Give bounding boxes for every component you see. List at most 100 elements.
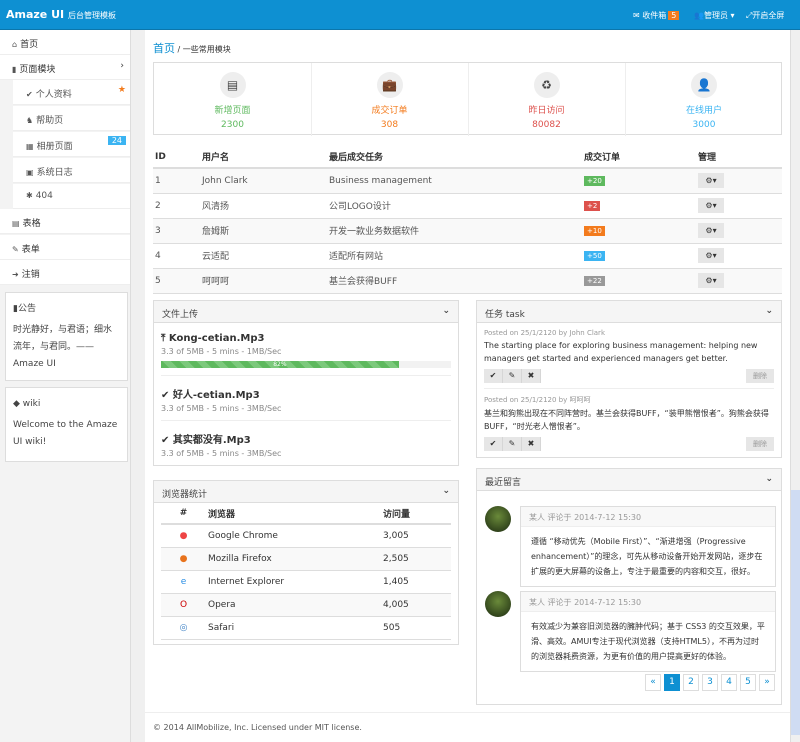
breadcrumb-separator: / bbox=[177, 45, 181, 54]
comment-author[interactable]: 某人 bbox=[529, 513, 545, 522]
envelope-icon: ✉ bbox=[633, 11, 640, 20]
table-row[interactable]: 3 詹姆斯 开发一款业务数据软件 +10 ⚙▾ bbox=[153, 218, 782, 243]
breadcrumb-home[interactable]: 首页 bbox=[153, 42, 175, 55]
delete-button[interactable]: 删除 bbox=[746, 437, 774, 451]
browser-header-row: # 浏览器 访问量 bbox=[161, 503, 451, 525]
page-prev[interactable]: « bbox=[645, 674, 661, 691]
column-header: ID bbox=[153, 146, 200, 169]
sidebar-scrollbar[interactable] bbox=[130, 30, 145, 742]
check-button[interactable]: ✔ bbox=[484, 437, 503, 451]
chevron-down-icon[interactable]: ⌄ bbox=[765, 306, 773, 316]
cell-badge: +20 bbox=[582, 168, 696, 193]
table-row[interactable]: 5 呵呵呵 基兰会获得BUFF +22 ⚙▾ bbox=[153, 268, 782, 293]
page-3[interactable]: 3 bbox=[702, 674, 718, 691]
recycle-icon: ♻ bbox=[533, 72, 560, 98]
close-button[interactable]: ✖ bbox=[522, 369, 541, 383]
gear-dropdown-button[interactable]: ⚙▾ bbox=[698, 198, 724, 213]
gear-dropdown-button[interactable]: ⚙▾ bbox=[698, 173, 724, 189]
progress-label: 82% bbox=[273, 361, 287, 368]
stat-value: 80082 bbox=[532, 120, 561, 130]
scrollbar-thumb[interactable] bbox=[791, 490, 800, 735]
sidebar-item-table[interactable]: ▤ 表格 bbox=[0, 209, 130, 234]
sidebar-item-label: 表单 bbox=[21, 245, 40, 255]
cell-id: 1 bbox=[155, 175, 161, 186]
table-row[interactable]: 1 John Clark Business management +20 ⚙▾ bbox=[153, 168, 782, 193]
cell-badge: +50 bbox=[582, 243, 696, 268]
sidebar-item-pages[interactable]: ▮ 页面模块 › bbox=[0, 55, 130, 80]
table-row[interactable]: ● Google Chrome 3,005 bbox=[161, 524, 451, 547]
close-button[interactable]: ✖ bbox=[522, 437, 541, 451]
page-2[interactable]: 2 bbox=[683, 674, 699, 691]
chevron-down-icon[interactable]: ⌄ bbox=[442, 486, 450, 496]
avatar[interactable] bbox=[485, 591, 511, 617]
chevron-right-icon: › bbox=[120, 61, 124, 71]
task-panel: 任务 task ⌄ Posted on 25/1/2120 by John Cla… bbox=[476, 300, 782, 458]
chevron-down-icon[interactable]: ⌄ bbox=[442, 306, 450, 316]
gear-dropdown-button[interactable]: ⚙▾ bbox=[698, 248, 724, 263]
upload-item: ✔ 好人-cetian.Mp3 3.3 of 5MB - 5 mins - 3MB… bbox=[161, 376, 451, 421]
table-row[interactable]: ◎ Safari 505 bbox=[161, 616, 451, 639]
edit-button[interactable]: ✎ bbox=[503, 369, 522, 383]
sidebar-item-404[interactable]: ✱ 404 bbox=[13, 184, 130, 209]
stat-3: 👤 在线用户 3000 bbox=[625, 63, 783, 136]
table-icon: ▤ bbox=[12, 219, 20, 228]
cell-badge: +10 bbox=[582, 218, 696, 243]
inbox-link[interactable]: ✉ 收件箱 5 bbox=[633, 10, 680, 21]
file-text-icon: ▤ bbox=[219, 72, 246, 98]
page-1[interactable]: 1 bbox=[664, 674, 680, 691]
main-scrollbar[interactable] bbox=[790, 30, 800, 742]
comment-author[interactable]: 某人 bbox=[529, 598, 545, 607]
brand-logo[interactable]: Amaze UI 后台管理模板 bbox=[6, 8, 116, 21]
stat-value: 2300 bbox=[221, 120, 244, 130]
stat-value: 3000 bbox=[692, 120, 716, 130]
sidebar-item-label: 相册页面 bbox=[36, 142, 73, 152]
edit-button[interactable]: ✎ bbox=[503, 437, 522, 451]
table-row[interactable]: 2 风清扬 公司LOGO设计 +2 ⚙▾ bbox=[153, 193, 782, 218]
file-name-text: Kong-cetian.Mp3 bbox=[168, 333, 265, 344]
brand-subtitle: 后台管理模板 bbox=[67, 11, 116, 20]
safari-icon: ◎ bbox=[179, 622, 188, 633]
stat-1: 💼 成交订单 308 bbox=[311, 63, 469, 136]
task-panel-header[interactable]: 任务 task ⌄ bbox=[477, 301, 781, 323]
notice-title-text: 公告 bbox=[17, 304, 36, 314]
admin-menu[interactable]: 👥管理员 ▾ bbox=[694, 10, 735, 21]
inbox-badge: 5 bbox=[668, 11, 680, 20]
stat-label: 成交订单 bbox=[371, 106, 408, 116]
sidebar-item-log[interactable]: ▣ 系统日志 bbox=[13, 158, 130, 183]
sidebar-item-gallery[interactable]: ▦ 相册页面 24 bbox=[13, 132, 130, 157]
gear-dropdown-button[interactable]: ⚙▾ bbox=[698, 273, 724, 288]
sidebar-item-home[interactable]: ⌂ 首页 bbox=[0, 30, 130, 55]
fullscreen-button[interactable]: ⤢开启全屏 bbox=[746, 10, 784, 21]
table-row[interactable]: e Internet Explorer 1,405 bbox=[161, 570, 451, 593]
progress-bar: 82% bbox=[161, 361, 451, 368]
comments-panel-header[interactable]: 最近留言 ⌄ bbox=[477, 469, 781, 491]
sidebar-item-profile[interactable]: ✔ 个人资料 ★ bbox=[13, 80, 130, 105]
browser-visits: 1,405 bbox=[383, 576, 409, 587]
avatar[interactable] bbox=[485, 506, 511, 532]
sidebar-item-help[interactable]: ♞ 帮助页 bbox=[13, 106, 130, 131]
gear-dropdown-button[interactable]: ⚙▾ bbox=[698, 223, 724, 238]
table-row[interactable]: O Opera 4,005 bbox=[161, 593, 451, 616]
stat-label: 在线用户 bbox=[685, 106, 722, 116]
browser-name: Internet Explorer bbox=[208, 576, 285, 587]
sidebar-item-form[interactable]: ✎ 表单 bbox=[0, 235, 130, 260]
browser-panel-header[interactable]: 浏览器统计 ⌄ bbox=[154, 481, 458, 503]
cell-task: 基兰会获得BUFF bbox=[329, 277, 398, 287]
chevron-down-icon[interactable]: ⌄ bbox=[765, 474, 773, 484]
upload-panel-header[interactable]: 文件上传 ⌄ bbox=[154, 301, 458, 323]
check-button[interactable]: ✔ bbox=[484, 369, 503, 383]
stats-panel: ▤ 新增页面 2300 💼 成交订单 308 ♻ 昨日访问 80082 👤 在线用户 3000 bbox=[153, 62, 783, 136]
task-text: 基兰和狗熊出现在不同阵营时。基兰会获得BUFF，“装甲熊憎恨者”。狗熊会获得BU… bbox=[484, 409, 769, 431]
page-4[interactable]: 4 bbox=[721, 674, 737, 691]
firefox-icon: ● bbox=[179, 553, 188, 564]
table-row[interactable]: 4 云适配 适配所有网站 +50 ⚙▾ bbox=[153, 243, 782, 268]
page-5[interactable]: 5 bbox=[740, 674, 756, 691]
sidebar-item-logout[interactable]: ➜ 注销 bbox=[0, 260, 130, 285]
column-header: 成交订单 bbox=[582, 146, 696, 169]
page-next[interactable]: » bbox=[759, 674, 775, 691]
delete-button[interactable]: 删除 bbox=[746, 369, 774, 383]
cell-id: 3 bbox=[155, 225, 161, 236]
table-row[interactable]: ● Mozilla Firefox 2,505 bbox=[161, 547, 451, 570]
column-header: 用户名 bbox=[200, 146, 327, 169]
column-header: 访问量 bbox=[381, 503, 451, 525]
